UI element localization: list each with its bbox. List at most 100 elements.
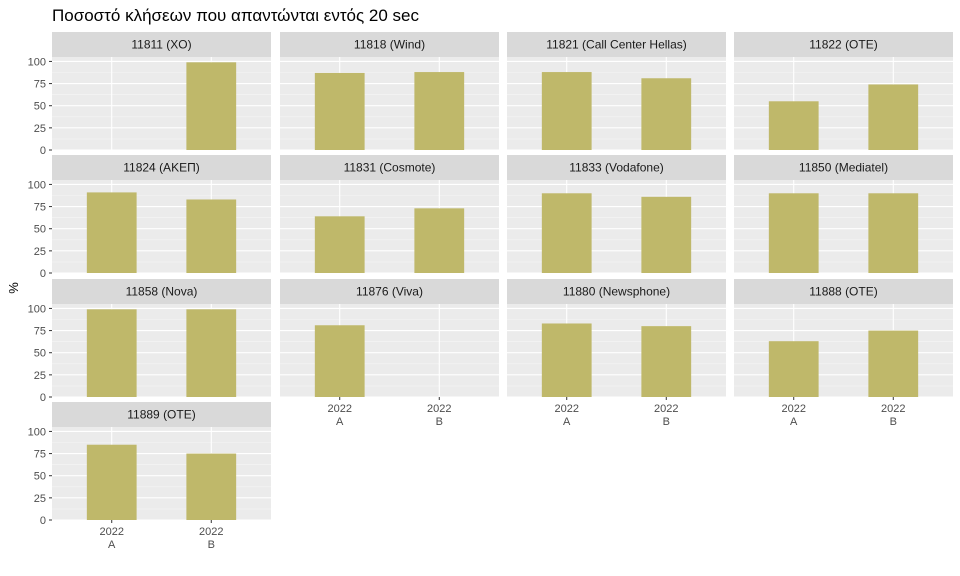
bar-2022-b bbox=[186, 453, 237, 520]
facet-strip bbox=[52, 279, 271, 304]
x-tick-label: A bbox=[790, 416, 798, 428]
bar-2022-a bbox=[86, 444, 137, 520]
bar-2022-a bbox=[541, 323, 592, 397]
bar-2022-b bbox=[186, 62, 237, 150]
panel-background bbox=[734, 57, 953, 150]
bar-2022-b bbox=[641, 196, 692, 273]
bar-2022-a bbox=[86, 309, 137, 397]
facet-strip bbox=[507, 32, 726, 57]
facet-strip-label: 11858 (Nova) bbox=[126, 285, 198, 299]
bar-2022-b bbox=[414, 72, 465, 150]
facet-strip-label: 11850 (Mediatel) bbox=[799, 161, 888, 175]
x-tick-label: A bbox=[563, 416, 571, 428]
y-tick-label: 75 bbox=[34, 202, 46, 214]
x-tick-label: 2022 bbox=[781, 403, 805, 415]
bar-2022-a bbox=[314, 72, 365, 150]
panel-background bbox=[52, 180, 271, 273]
facet-strip-label: 11831 (Cosmote) bbox=[344, 161, 436, 175]
y-tick-label: 100 bbox=[28, 179, 46, 191]
facet-strip bbox=[734, 32, 953, 57]
y-tick-label: 100 bbox=[28, 426, 46, 438]
facet-strip-label: 11821 (Call Center Hellas) bbox=[546, 38, 687, 52]
bar-2022-b bbox=[186, 309, 237, 397]
panel-background bbox=[52, 427, 271, 520]
facet-strip-label: 11822 (OTE) bbox=[809, 38, 877, 52]
y-tick-label: 50 bbox=[34, 348, 46, 360]
facet-strip-label: 11876 (Viva) bbox=[356, 285, 423, 299]
panel-background bbox=[507, 180, 726, 273]
y-tick-label: 0 bbox=[40, 392, 46, 404]
facet-strip-label: 11818 (Wind) bbox=[354, 38, 425, 52]
x-tick-label: 2022 bbox=[654, 403, 678, 415]
x-tick-label: 2022 bbox=[327, 403, 351, 415]
x-tick-label: B bbox=[208, 539, 215, 551]
facet-strip-label: 11824 (ΑΚΕΠ) bbox=[123, 161, 199, 175]
y-tick-label: 75 bbox=[34, 79, 46, 91]
panel-background bbox=[507, 304, 726, 397]
facet-strip bbox=[52, 155, 271, 180]
bar-2022-b bbox=[414, 208, 465, 273]
panel-background bbox=[52, 304, 271, 397]
facet-panel: 11833 (Vodafone) bbox=[507, 155, 726, 274]
facet-panel: 11824 (ΑΚΕΠ) 0 25 50 75 100 bbox=[28, 155, 271, 280]
bar-2022-a bbox=[768, 193, 819, 273]
y-tick-label: 0 bbox=[40, 145, 46, 157]
bar-2022-a bbox=[768, 341, 819, 397]
panel-background bbox=[507, 57, 726, 150]
y-tick-label: 25 bbox=[34, 370, 46, 382]
panel-background bbox=[280, 304, 499, 397]
chart-title: Ποσοστό κλήσεων που απαντώνται εντός 20 … bbox=[52, 6, 419, 25]
y-tick-label: 25 bbox=[34, 123, 46, 135]
x-tick-label: A bbox=[336, 416, 344, 428]
y-axis-label: % bbox=[6, 282, 21, 294]
x-tick-label: 2022 bbox=[427, 403, 451, 415]
x-tick-label: 2022 bbox=[199, 526, 223, 538]
facet-strip-label: 11811 (XO) bbox=[131, 38, 191, 52]
y-tick-label: 25 bbox=[34, 493, 46, 505]
facet-panel: 11850 (Mediatel) bbox=[734, 155, 953, 274]
panel-background bbox=[280, 180, 499, 273]
y-tick-label: 100 bbox=[28, 56, 46, 68]
facet-strip-label: 11880 (Newsphone) bbox=[563, 285, 670, 299]
facet-strip-label: 11833 (Vodafone) bbox=[569, 161, 664, 175]
bar-2022-a bbox=[768, 101, 819, 150]
panel-background bbox=[734, 304, 953, 397]
facet-panel: 11818 (Wind) bbox=[280, 32, 499, 151]
x-tick-label: B bbox=[436, 416, 443, 428]
panel-background bbox=[734, 180, 953, 273]
x-tick-label: 2022 bbox=[99, 526, 123, 538]
facet-strip bbox=[52, 32, 271, 57]
bar-2022-a bbox=[86, 192, 137, 273]
facet-strip-label: 11888 (OTE) bbox=[809, 285, 877, 299]
facet-strip bbox=[734, 155, 953, 180]
x-tick-label: A bbox=[108, 539, 116, 551]
panel-background bbox=[280, 57, 499, 150]
x-tick-label: B bbox=[663, 416, 670, 428]
bar-2022-b bbox=[641, 326, 692, 397]
facet-panels: 11811 (XO) 0 25 50 75 100 11818 (Wind) 11821 (C… bbox=[28, 32, 953, 551]
y-tick-label: 50 bbox=[34, 224, 46, 236]
facet-strip bbox=[734, 279, 953, 304]
bar-2022-b bbox=[641, 78, 692, 150]
y-tick-label: 75 bbox=[34, 449, 46, 461]
facet-strip bbox=[507, 279, 726, 304]
facet-strip bbox=[52, 402, 271, 427]
x-tick-label: B bbox=[890, 416, 897, 428]
y-tick-label: 100 bbox=[28, 303, 46, 315]
bar-2022-a bbox=[314, 325, 365, 397]
facet-panel: 11822 (OTE) bbox=[734, 32, 953, 151]
bar-2022-b bbox=[868, 84, 919, 150]
facet-panel: 11811 (XO) 0 25 50 75 100 bbox=[28, 32, 271, 157]
y-tick-label: 50 bbox=[34, 101, 46, 113]
facet-strip bbox=[280, 32, 499, 57]
bar-2022-a bbox=[314, 216, 365, 273]
bar-2022-b bbox=[186, 199, 237, 273]
facet-strip bbox=[507, 155, 726, 180]
bar-2022-b bbox=[868, 330, 919, 397]
facet-strip-label: 11889 (OTE) bbox=[127, 408, 195, 422]
